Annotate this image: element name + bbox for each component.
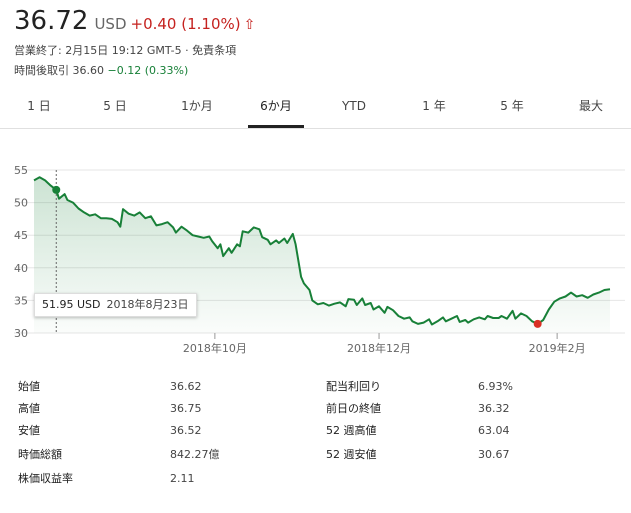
y-tick-label: 50 — [14, 197, 28, 210]
stat-label: 始値 — [18, 380, 40, 393]
y-tick-label: 40 — [14, 262, 28, 275]
tab-1y[interactable]: 1 年 — [422, 99, 446, 113]
chart-tooltip: 51.95 USD 2018年8月23日 — [34, 293, 197, 317]
stat-value: 36.32 — [478, 402, 510, 415]
y-axis-labels: 30 35 40 45 50 55 — [14, 164, 28, 340]
tab-max[interactable]: 最大 — [578, 99, 603, 113]
tab-1d[interactable]: 1 日 — [27, 99, 51, 113]
stat-value: 63.04 — [478, 424, 510, 437]
tooltip-value: 51.95 USD — [42, 298, 101, 311]
after-hours-label: 時間後取引 — [14, 64, 69, 77]
currency-label: USD — [94, 15, 127, 33]
tooltip-date: 2018年8月23日 — [106, 298, 189, 311]
stat-value: 36.75 — [170, 402, 202, 415]
stat-label: 安値 — [18, 424, 40, 437]
stat-label: 時価総額 — [18, 448, 62, 461]
y-tick-label: 30 — [14, 327, 28, 340]
chart-marker-dot — [52, 185, 61, 194]
arrow-up-icon: ⇧ — [243, 17, 256, 33]
tab-ytd[interactable]: YTD — [342, 99, 366, 113]
stat-label: 株価収益率 — [18, 472, 73, 485]
price-line — [33, 176, 611, 326]
stat-value: 842.27億 — [170, 448, 220, 461]
quote-header: 36.72 USD +0.40 (1.10%) ⇧ — [14, 6, 255, 36]
x-tick-label: 2018年12月 — [347, 341, 411, 355]
stat-label: 前日の終値 — [326, 402, 381, 415]
market-close-status: 営業終了: 2月15日 19:12 GMT-5 · 免責条項 — [14, 44, 237, 57]
chart-markers — [52, 185, 542, 328]
stat-label: 配当利回り — [326, 380, 381, 393]
after-hours-change: −0.12 (0.33%) — [107, 64, 189, 77]
stat-value: 30.67 — [478, 448, 510, 461]
x-axis-ticks: 2018年10月 2018年12月 2019年2月 — [183, 333, 586, 355]
stat-value: 36.52 — [170, 424, 202, 437]
stat-label: 52 週安値 — [326, 448, 377, 461]
tab-5d[interactable]: 5 日 — [103, 99, 127, 113]
after-hours-row: 時間後取引 36.60 −0.12 (0.33%) — [14, 62, 188, 78]
x-tick-label: 2018年10月 — [183, 341, 247, 355]
tab-1m[interactable]: 1か月 — [181, 99, 213, 113]
after-hours-price: 36.60 — [72, 64, 105, 77]
chart-marker-dot — [533, 319, 542, 328]
x-tick-label: 2019年2月 — [529, 341, 586, 355]
y-tick-label: 55 — [14, 164, 28, 177]
stat-value: 2.11 — [170, 472, 195, 485]
y-tick-label: 45 — [14, 229, 28, 242]
price-chart[interactable]: 30 35 40 45 50 55 2018年10月 2018年12月 2019年2月 — [0, 150, 631, 360]
stat-value: 6.93% — [478, 380, 513, 393]
stat-value: 36.62 — [170, 380, 202, 393]
stat-label: 52 週高値 — [326, 424, 377, 437]
y-tick-label: 35 — [14, 294, 28, 307]
range-tabs: 1 日 5 日 1か月 6か月 YTD 1 年 5 年 最大 — [0, 88, 631, 129]
price-change: +0.40 (1.10%) — [130, 15, 241, 33]
tab-6m[interactable]: 6か月 — [248, 88, 304, 128]
stat-label: 高値 — [18, 402, 40, 415]
tab-5y[interactable]: 5 年 — [500, 99, 524, 113]
current-price: 36.72 — [14, 6, 89, 36]
